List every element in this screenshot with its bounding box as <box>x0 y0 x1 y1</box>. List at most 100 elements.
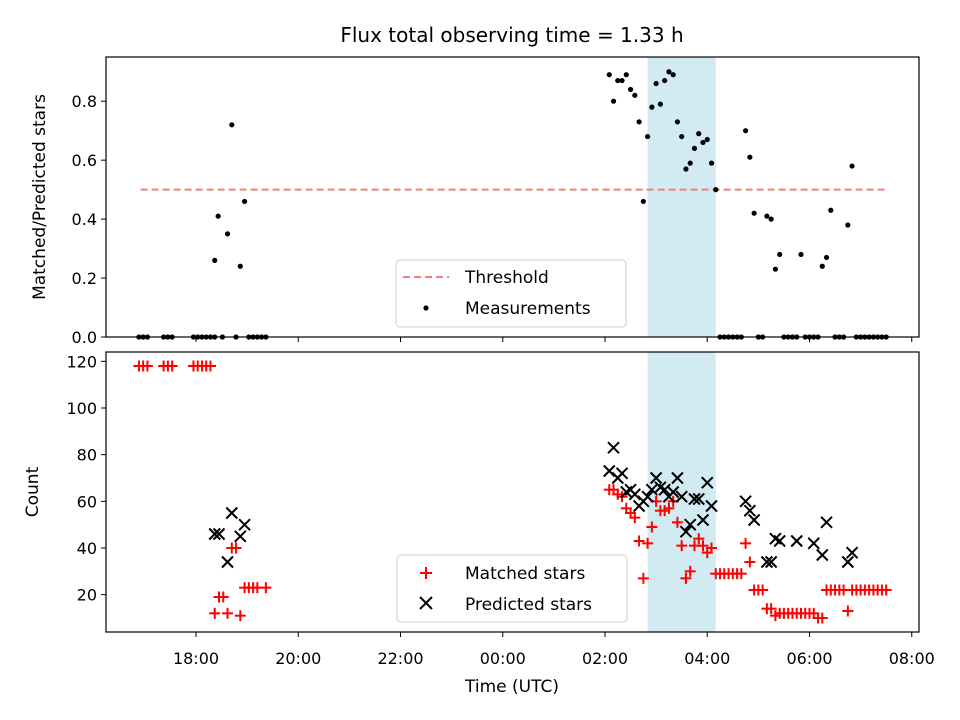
predicted-legend-label: Predicted stars <box>465 595 592 615</box>
predicted-star-point <box>221 555 234 569</box>
measurement-point <box>615 77 621 84</box>
x-axis-label: Time (UTC) <box>464 677 559 697</box>
measurement-point <box>215 213 221 219</box>
count-panel: 20 40 60 80 100 120 Count Matched stars Predi… <box>23 351 920 633</box>
predicted-star-point <box>603 464 616 478</box>
y-tick-label: 40 <box>77 539 97 558</box>
matched-star-point <box>697 540 709 552</box>
ratio-y-axis-label: Matched/Predicted stars <box>30 94 50 300</box>
x-tick-label: 02:00 <box>582 649 628 668</box>
x-tick-label: 18:00 <box>173 649 219 668</box>
predicted-star-point <box>807 537 820 550</box>
matched-star-point <box>166 360 178 372</box>
predicted-star-point <box>666 485 680 499</box>
measurement-point <box>212 257 218 263</box>
matched-star-point <box>637 572 649 584</box>
matched-star-point <box>765 603 777 615</box>
count-y-axis-label: Count <box>23 466 43 517</box>
count-panel-frame <box>105 351 920 633</box>
y-tick-label: 0.6 <box>72 151 97 170</box>
measurement-point <box>679 133 685 140</box>
measurement-point <box>640 198 646 205</box>
measurement-point <box>632 92 638 98</box>
predicted-star-point <box>212 527 226 541</box>
ratio-panel-frame <box>105 56 920 338</box>
predicted-star-point <box>816 548 829 562</box>
x-tick-label: 04:00 <box>684 649 730 668</box>
measurement-point <box>751 210 757 216</box>
observing-span-bottom <box>647 352 716 632</box>
matched-star-point <box>757 584 769 596</box>
x-tick-label: 20:00 <box>275 649 321 668</box>
measurement-point <box>742 128 749 134</box>
observing-span-top <box>647 57 716 337</box>
measurement-point <box>696 131 702 137</box>
matched-star-point <box>676 540 688 552</box>
predicted-star-point <box>688 492 701 506</box>
predicted-star-point <box>705 499 718 513</box>
y-tick-label: 0.0 <box>72 328 97 347</box>
predicted-star-point <box>234 530 247 543</box>
y-tick-label: 0.8 <box>72 92 97 111</box>
ratio-legend: Threshold Measurements <box>395 259 627 328</box>
matched-star-point <box>735 568 747 580</box>
predicted-star-point <box>641 490 654 503</box>
measurement-point <box>798 251 804 258</box>
predicted-star-point <box>764 555 778 569</box>
predicted-star-point <box>208 527 221 541</box>
measurement-point <box>229 122 235 128</box>
predicted-star-point <box>696 513 710 527</box>
measurement-point <box>649 104 655 110</box>
count-legend: Matched stars Predicted stars <box>396 554 628 623</box>
predicted-star-point <box>760 555 774 569</box>
y-tick-label: 0.2 <box>72 269 97 288</box>
matched-star-point <box>222 607 234 619</box>
measurement-legend-swatch <box>423 305 429 311</box>
matched-star-point <box>260 582 272 594</box>
y-tick-label: 60 <box>77 492 97 511</box>
y-tick-label: 20 <box>77 586 97 605</box>
measurement-point <box>627 86 634 93</box>
measurement-point <box>845 222 851 228</box>
matched-star-point <box>204 360 216 372</box>
predicted-star-point <box>790 534 803 548</box>
measurement-point <box>700 139 706 146</box>
matched-star-point <box>816 612 828 624</box>
predicted-star-point <box>615 467 629 480</box>
predicted-star-point <box>747 513 761 527</box>
measurement-point <box>687 160 693 166</box>
matched-legend-label: Matched stars <box>465 564 585 584</box>
y-tick-label: 0.4 <box>72 210 97 229</box>
matched-star-point <box>646 521 658 533</box>
matched-star-point <box>680 572 692 584</box>
measurement-point <box>777 251 783 258</box>
measurement-legend-label: Measurements <box>465 299 591 319</box>
measurement-point <box>772 266 779 272</box>
predicted-star-point <box>845 546 859 559</box>
measurement-point <box>241 198 248 205</box>
measurement-point <box>708 160 715 166</box>
ratio-panel: 0.00.20.40.60.8 Matched/Predicted stars … <box>30 56 920 347</box>
measurement-point <box>828 207 834 213</box>
measurement-point <box>768 216 774 222</box>
measurement-point <box>674 119 681 125</box>
matched-star-point <box>633 535 645 547</box>
measurement-point <box>636 119 642 125</box>
measurement-point <box>645 133 651 140</box>
predicted-star-point <box>820 516 833 529</box>
predicted-star-point <box>649 471 663 485</box>
measurement-point <box>619 77 625 84</box>
predicted-star-point <box>628 488 642 501</box>
predicted-star-point <box>607 441 620 454</box>
matched-star-point <box>880 584 892 596</box>
predicted-star-point <box>684 518 697 531</box>
threshold-legend-label: Threshold <box>464 268 549 288</box>
predicted-star-point <box>739 495 752 508</box>
matched-star-point <box>842 605 854 617</box>
measurement-point <box>819 263 825 269</box>
predicted-star-point <box>841 555 855 569</box>
measurement-point <box>704 136 710 143</box>
measurement-point <box>623 72 629 78</box>
matched-legend-swatch <box>420 567 432 579</box>
chart-title: Flux total observing time = 1.33 h <box>340 23 683 47</box>
